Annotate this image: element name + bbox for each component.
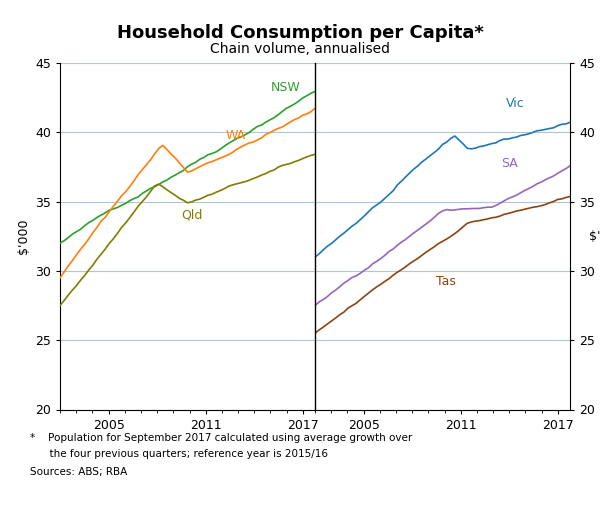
Text: the four previous quarters; reference year is 2015/16: the four previous quarters; reference ye… — [30, 449, 328, 459]
Text: SA: SA — [501, 157, 518, 170]
Text: WA: WA — [225, 129, 245, 142]
Text: Vic: Vic — [506, 97, 525, 110]
Text: Qld: Qld — [181, 208, 203, 221]
Y-axis label: $'000: $'000 — [17, 218, 29, 254]
Text: Household Consumption per Capita*: Household Consumption per Capita* — [116, 24, 484, 41]
Text: NSW: NSW — [271, 81, 300, 94]
Text: *    Population for September 2017 calculated using average growth over: * Population for September 2017 calculat… — [30, 433, 412, 443]
Text: Tas: Tas — [436, 275, 457, 288]
Text: Sources: ABS; RBA: Sources: ABS; RBA — [30, 467, 127, 477]
Y-axis label: $'00: $'00 — [589, 230, 600, 243]
Text: Chain volume, annualised: Chain volume, annualised — [210, 42, 390, 56]
